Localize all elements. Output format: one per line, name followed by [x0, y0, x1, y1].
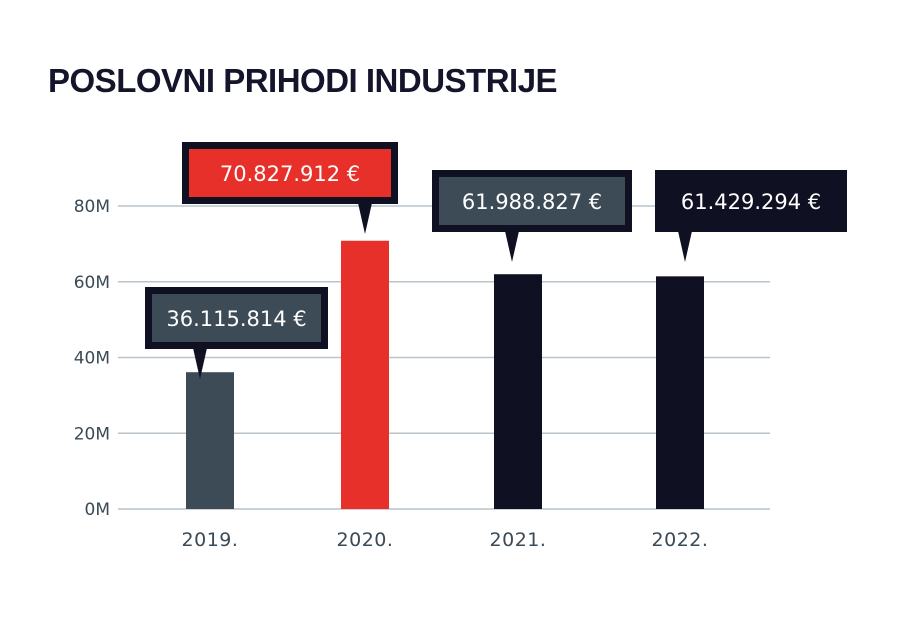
callout-fill	[662, 177, 840, 225]
value-callout: 61.988.827 €	[432, 170, 632, 262]
x-tick-label: 2020.	[337, 529, 394, 551]
value-callouts: 36.115.814 € 70.827.912 € 61.988.827 € 61.4…	[145, 142, 847, 379]
value-callout: 70.827.912 €	[182, 142, 398, 234]
chart-title: POSLOVNI PRIHODI INDUSTRIJE	[48, 62, 558, 99]
callout-pointer	[193, 348, 207, 379]
y-axis-ticks: 0M 20M 40M 60M 80M	[74, 197, 110, 520]
y-tick-label: 60M	[74, 273, 110, 293]
callout-pointer	[505, 231, 519, 262]
callout-pointer	[358, 203, 372, 234]
value-callout: 61.429.294 €	[655, 170, 847, 262]
y-tick-label: 40M	[74, 349, 110, 369]
callout-fill	[189, 149, 391, 197]
value-callout: 36.115.814 €	[145, 287, 328, 379]
bar	[494, 274, 542, 509]
x-axis-labels: 2019. 2020. 2021. 2022.	[182, 529, 709, 551]
bar	[341, 240, 389, 509]
y-tick-label: 0M	[85, 500, 110, 520]
callout-fill	[439, 177, 625, 225]
data-label: 70.827.912 €	[220, 162, 360, 186]
data-label: 61.429.294 €	[681, 190, 821, 214]
x-tick-label: 2019.	[182, 529, 239, 551]
data-label: 61.988.827 €	[462, 190, 602, 214]
x-tick-label: 2021.	[490, 529, 547, 551]
bar	[186, 372, 234, 509]
x-tick-label: 2022.	[652, 529, 709, 551]
y-tick-label: 20M	[74, 424, 110, 444]
bar	[656, 276, 704, 509]
bars	[186, 240, 704, 509]
y-tick-label: 80M	[74, 197, 110, 217]
callout-fill	[152, 294, 321, 342]
callout-pointer	[678, 231, 692, 262]
data-label: 36.115.814 €	[166, 307, 306, 331]
